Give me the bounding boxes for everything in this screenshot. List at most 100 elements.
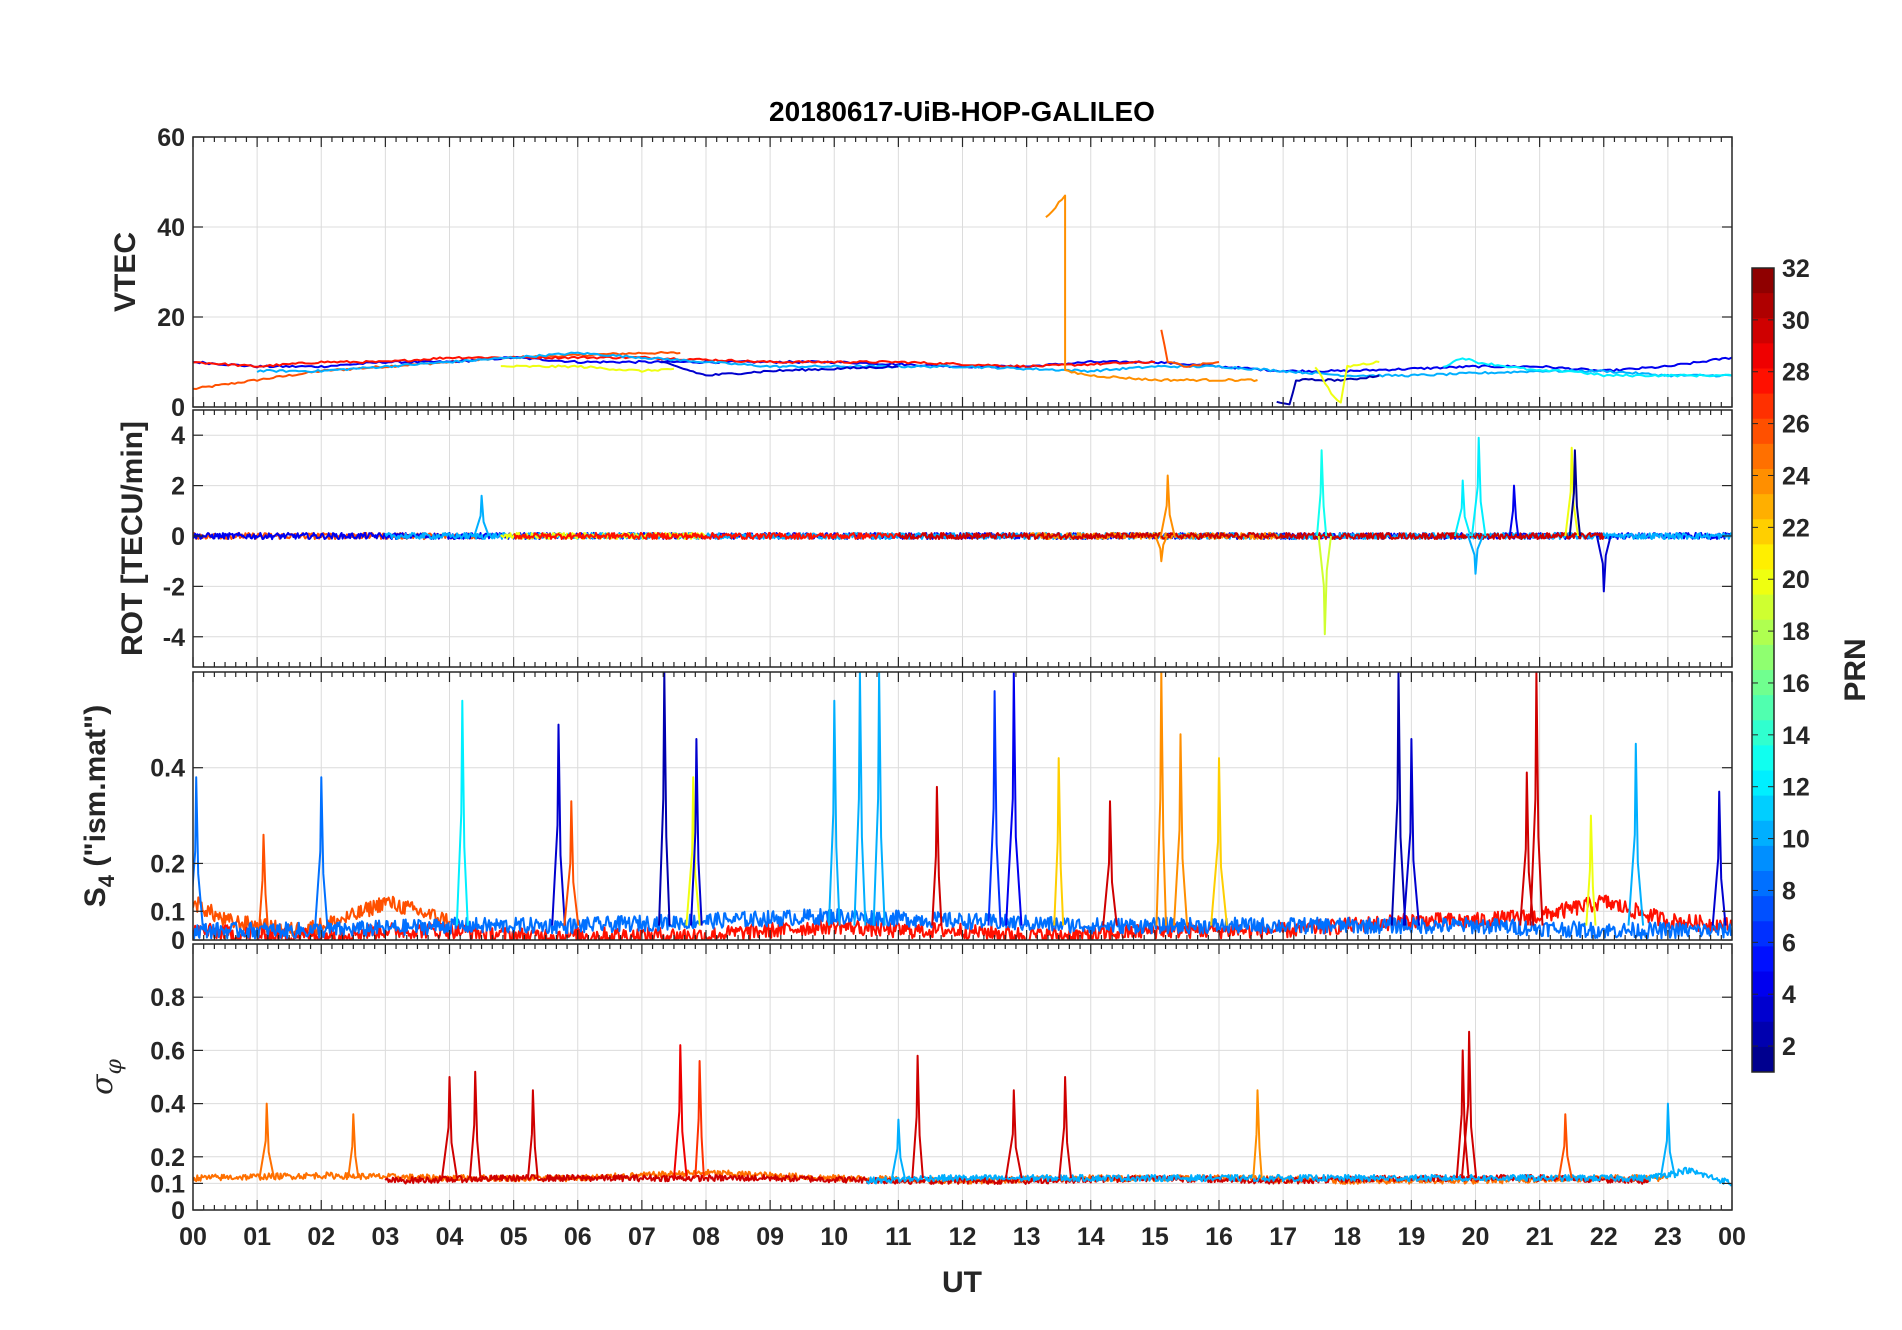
y-axis-label: ROT [TECU/min] (116, 421, 149, 656)
y-axis: 00.10.2 0.4 0.6 0.8 (150, 984, 1732, 1225)
series-spike-prn-8 (314, 776, 329, 926)
y-tick-label: 60 (157, 124, 185, 152)
series-spike-prn-10 (1659, 1102, 1677, 1179)
x-tick-label: 00 (1718, 1223, 1746, 1251)
x-tick-label: 09 (756, 1223, 784, 1251)
series-spike-prn-22 (1053, 757, 1065, 926)
y-tick-label: 0.1 (150, 898, 185, 926)
colorbar-segment (1752, 896, 1774, 922)
x-tick-label: 19 (1397, 1223, 1425, 1251)
series-spike-prn-25 (347, 1113, 360, 1179)
x-tick-label: 22 (1590, 1223, 1618, 1251)
colorbar-tick-label: 4 (1782, 981, 1796, 1009)
x-tick-label: 21 (1526, 1223, 1554, 1251)
y-tick-label: -4 (163, 624, 185, 652)
series-spike-prn-12 (455, 699, 469, 926)
y-tick-label: 0.1 (150, 1170, 185, 1198)
series-spike-prn-2 (658, 672, 671, 926)
colorbar-segment (1752, 770, 1774, 797)
colorbar-tick-label: 22 (1782, 514, 1810, 542)
x-tick-label: 07 (628, 1223, 656, 1251)
series-line-prn-24 (1045, 194, 1258, 383)
panel-sigma_phi: 00.10.2 0.4 0.6 0.8 σφ 00 01 02 03 04 05 06 07 08 09 10… (85, 943, 1746, 1251)
colorbar-frame (1751, 267, 1775, 1073)
x-tick-label: 14 (1077, 1223, 1105, 1251)
data-layer (193, 436, 1732, 636)
colorbar-segment (1752, 418, 1774, 445)
y-tick-label: 4 (171, 422, 185, 450)
series-spike-prn-30 (931, 785, 943, 926)
colorbar-segment (1752, 594, 1774, 621)
data-layer (193, 1030, 1732, 1187)
colorbar-segment (1752, 745, 1774, 771)
colorbar-tick-label: 18 (1782, 618, 1810, 646)
series-spike-prn-30 (527, 1089, 539, 1179)
x-tick-label: 20 (1462, 1223, 1490, 1251)
series-spike-prn-10 (827, 699, 841, 926)
colorbar-tick-label: 6 (1782, 929, 1796, 957)
series-line-prn-12 (1443, 357, 1732, 378)
x-ticks (192, 672, 1733, 940)
colorbar-tick-label: 8 (1782, 877, 1796, 905)
series-spike-prn-30 (1529, 672, 1544, 926)
data-layer (193, 194, 1732, 406)
x-ticks (192, 944, 1733, 1210)
series-spike-prn-10 (872, 672, 886, 926)
colorbar-segment (1752, 871, 1774, 897)
colorbar-segment (1752, 644, 1774, 671)
series-spike-prn-30 (1058, 1076, 1072, 1179)
series-spike-prn-4 (1005, 672, 1023, 926)
series-spike-prn-26 (258, 833, 269, 926)
series-line-prn-2 (1276, 374, 1380, 406)
panel-vtec: 0 20 40 60 VTEC (109, 124, 1733, 422)
series-spike-prn-3 (551, 723, 566, 926)
y-tick-label: 0 (171, 394, 185, 422)
colorbar-segment (1752, 971, 1774, 998)
grid (193, 672, 1732, 940)
series-line-prn-10 (865, 1166, 1732, 1187)
x-tick-label: 08 (692, 1223, 720, 1251)
y-axis: -4 -2 0 2 4 (163, 422, 1732, 652)
x-tick-label: 23 (1654, 1223, 1682, 1251)
colorbar-segment (1752, 494, 1774, 520)
colorbar-label: PRN (1839, 638, 1872, 701)
chart-title: 20180617-UiB-HOP-GALILEO (769, 96, 1155, 127)
x-ticks (192, 137, 1733, 407)
colorbar-segment (1752, 996, 1774, 1023)
series-spike-prn-24 (1154, 535, 1169, 563)
series-spike-prn-25 (258, 1102, 275, 1179)
x-ticks (192, 410, 1733, 667)
colorbar-tick-label: 32 (1782, 255, 1810, 283)
y-tick-label: 0 (171, 1197, 185, 1225)
y-axis-label: S4 ("ism.mat") (79, 705, 119, 907)
series-spike-prn-29 (673, 1044, 688, 1179)
series-spike-prn-30 (911, 1054, 924, 1179)
colorbar-segment (1752, 670, 1774, 696)
grid (193, 944, 1732, 1210)
y-tick-label: -2 (163, 573, 185, 601)
y-tick-label: 0.2 (150, 850, 185, 878)
colorbar-segment (1752, 318, 1774, 344)
y-tick-label: 0.4 (150, 755, 185, 783)
series-line-prn-26 (1160, 329, 1220, 368)
x-tick-label: 17 (1269, 1223, 1297, 1251)
colorbar-tick-label: 26 (1782, 411, 1810, 439)
panel-rot: -4 -2 0 2 4 ROT [TECU/min] (116, 409, 1733, 668)
series-spike-prn-3 (1711, 790, 1727, 926)
colorbar-segment (1752, 820, 1774, 847)
series-line-prn-28 (193, 355, 1155, 369)
series-spike-prn-22 (1210, 757, 1228, 926)
colorbar-segment (1752, 720, 1774, 746)
colorbar-segment (1752, 393, 1774, 420)
y-tick-label: 20 (157, 304, 185, 332)
series-line-prn-30 (384, 1173, 1650, 1185)
series-spike-prn-10 (473, 494, 490, 537)
y-tick-label: 2 (171, 473, 185, 501)
series-spike-prn-12 (1471, 436, 1487, 537)
series-spike-prn-26 (563, 800, 580, 926)
colorbar-segment (1752, 619, 1774, 646)
colorbar-segment (1752, 443, 1774, 470)
colorbar-segment (1752, 569, 1774, 596)
